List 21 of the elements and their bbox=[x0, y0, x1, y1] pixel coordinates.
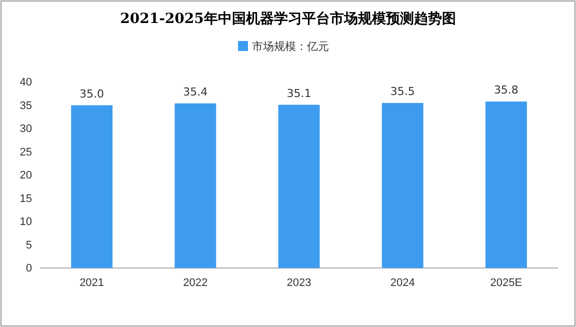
text: 35.1 bbox=[286, 86, 312, 100]
y-tick-label: 40 bbox=[20, 76, 32, 89]
text: 35.0 bbox=[80, 87, 104, 100]
chart-title: 2021-2025年中国机器学习平台市场规模预测趋势图 bbox=[120, 10, 456, 27]
text: 35.8 bbox=[494, 84, 518, 97]
text: 35.4 bbox=[183, 85, 208, 98]
legend-label: 市场规模：亿元 bbox=[252, 40, 329, 53]
y-tick-label: 20 bbox=[20, 170, 32, 182]
y-tick-label: 35 bbox=[20, 100, 32, 112]
y-tick-label: 5 bbox=[26, 239, 32, 252]
y-tick-label: 0 bbox=[26, 262, 32, 275]
y-tick-label: 10 bbox=[20, 216, 32, 228]
x-tick-label: 2025E bbox=[490, 276, 522, 289]
x-tick-label: 2021 bbox=[80, 276, 104, 289]
x-tick-label: 2024 bbox=[390, 276, 415, 289]
text: 35.5 bbox=[390, 84, 415, 98]
x-tick-label: 2023 bbox=[286, 276, 312, 289]
y-tick-label: 15 bbox=[20, 192, 32, 205]
x-tick-label: 2022 bbox=[183, 276, 208, 289]
y-tick-label: 30 bbox=[20, 123, 32, 136]
y-tick-label: 25 bbox=[20, 146, 32, 158]
